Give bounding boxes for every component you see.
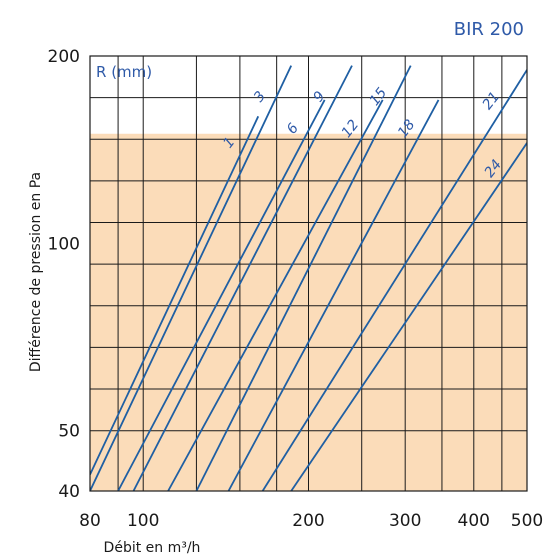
series-label-r-15: 15 — [367, 85, 391, 109]
y-tick-label: 200 — [48, 47, 80, 67]
series-group — [90, 65, 527, 491]
x-tick-label: 500 — [511, 511, 543, 531]
series-line-r-15 — [195, 65, 412, 491]
y-axis-title: Différence de pression en Pa — [28, 172, 44, 372]
x-tick-labels: 80 100 200 300 400 500 — [79, 511, 543, 531]
series-line-r-12 — [167, 99, 384, 491]
series-line-r-24 — [290, 142, 527, 491]
grid — [89, 55, 528, 492]
series-line-r-1 — [90, 115, 260, 475]
x-tick-label: 400 — [458, 511, 490, 531]
chart-title: BIR 200 — [454, 19, 524, 40]
y-tick-label: 40 — [58, 482, 80, 502]
y-tick-label: 100 — [48, 234, 80, 254]
series-label-r-3: 3 — [251, 89, 269, 106]
series-line-r-9 — [132, 65, 353, 491]
y-tick-labels: 40 50 100 200 — [48, 47, 80, 502]
legend-title: R (mm) — [96, 63, 152, 81]
series-label-r-9: 9 — [310, 88, 328, 105]
series-line-r-6 — [117, 99, 326, 491]
series-line-r-21 — [261, 69, 527, 491]
series-label-r-21: 21 — [480, 89, 504, 113]
series-line-r-18 — [227, 99, 440, 491]
plot-border — [89, 55, 528, 492]
x-tick-label: 80 — [79, 511, 101, 531]
x-axis-title: Débit en m³/h — [104, 540, 201, 556]
x-tick-label: 200 — [292, 511, 324, 531]
y-tick-label: 50 — [58, 422, 80, 442]
x-tick-label: 100 — [127, 511, 159, 531]
series-line-r-3 — [90, 65, 293, 491]
x-tick-label: 300 — [389, 511, 421, 531]
